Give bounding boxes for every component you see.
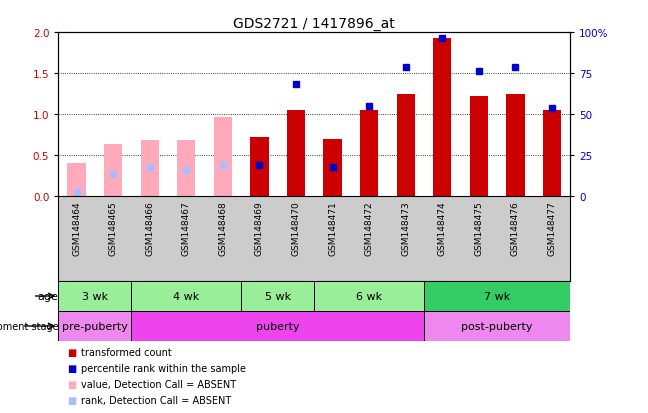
Bar	[141, 141, 159, 197]
Bar	[250, 138, 268, 197]
Bar	[132, 311, 424, 341]
Text: 5 wk: 5 wk	[264, 291, 291, 301]
Text: value, Detection Call = ABSENT: value, Detection Call = ABSENT	[81, 379, 236, 389]
Text: post-puberty: post-puberty	[461, 321, 533, 331]
Bar	[67, 164, 86, 197]
Text: GSM148470: GSM148470	[292, 201, 301, 255]
Bar	[214, 117, 232, 197]
Text: GSM148468: GSM148468	[218, 201, 227, 255]
Text: GSM148464: GSM148464	[72, 201, 81, 255]
Text: pre-puberty: pre-puberty	[62, 321, 128, 331]
Text: GSM148466: GSM148466	[145, 201, 154, 255]
Text: 6 wk: 6 wk	[356, 291, 382, 301]
Bar	[287, 111, 305, 197]
Text: GSM148467: GSM148467	[182, 201, 191, 255]
Text: GSM148469: GSM148469	[255, 201, 264, 255]
Text: ■: ■	[67, 347, 76, 357]
Bar	[177, 141, 196, 197]
Text: ■: ■	[67, 363, 76, 373]
Text: GSM148475: GSM148475	[474, 201, 483, 255]
Bar	[314, 281, 424, 311]
Text: 7 wk: 7 wk	[484, 291, 510, 301]
Text: transformed count: transformed count	[81, 347, 172, 357]
Bar	[424, 311, 570, 341]
Text: ■: ■	[67, 395, 76, 405]
Bar	[241, 281, 314, 311]
Bar	[104, 145, 122, 197]
Text: GSM148473: GSM148473	[401, 201, 410, 255]
Bar	[470, 97, 488, 197]
Bar	[397, 95, 415, 197]
Text: age: age	[38, 291, 58, 301]
Bar	[506, 95, 524, 197]
Text: 3 wk: 3 wk	[82, 291, 108, 301]
Text: rank, Detection Call = ABSENT: rank, Detection Call = ABSENT	[81, 395, 231, 405]
Text: GSM148472: GSM148472	[365, 201, 374, 255]
Text: GSM148474: GSM148474	[438, 201, 446, 255]
Bar	[424, 281, 570, 311]
Bar	[543, 111, 561, 197]
Bar	[433, 39, 452, 197]
Bar	[58, 311, 132, 341]
Text: 4 wk: 4 wk	[173, 291, 200, 301]
Bar	[132, 281, 241, 311]
Bar	[323, 139, 341, 197]
Text: puberty: puberty	[256, 321, 299, 331]
Text: GSM148476: GSM148476	[511, 201, 520, 255]
Text: percentile rank within the sample: percentile rank within the sample	[81, 363, 246, 373]
Text: GSM148465: GSM148465	[109, 201, 118, 255]
Text: GSM148477: GSM148477	[548, 201, 557, 255]
Text: GSM148471: GSM148471	[328, 201, 337, 255]
Bar	[360, 111, 378, 197]
Bar	[58, 281, 132, 311]
Text: ■: ■	[67, 379, 76, 389]
Text: development stage: development stage	[0, 321, 58, 331]
Title: GDS2721 / 1417896_at: GDS2721 / 1417896_at	[233, 17, 395, 31]
